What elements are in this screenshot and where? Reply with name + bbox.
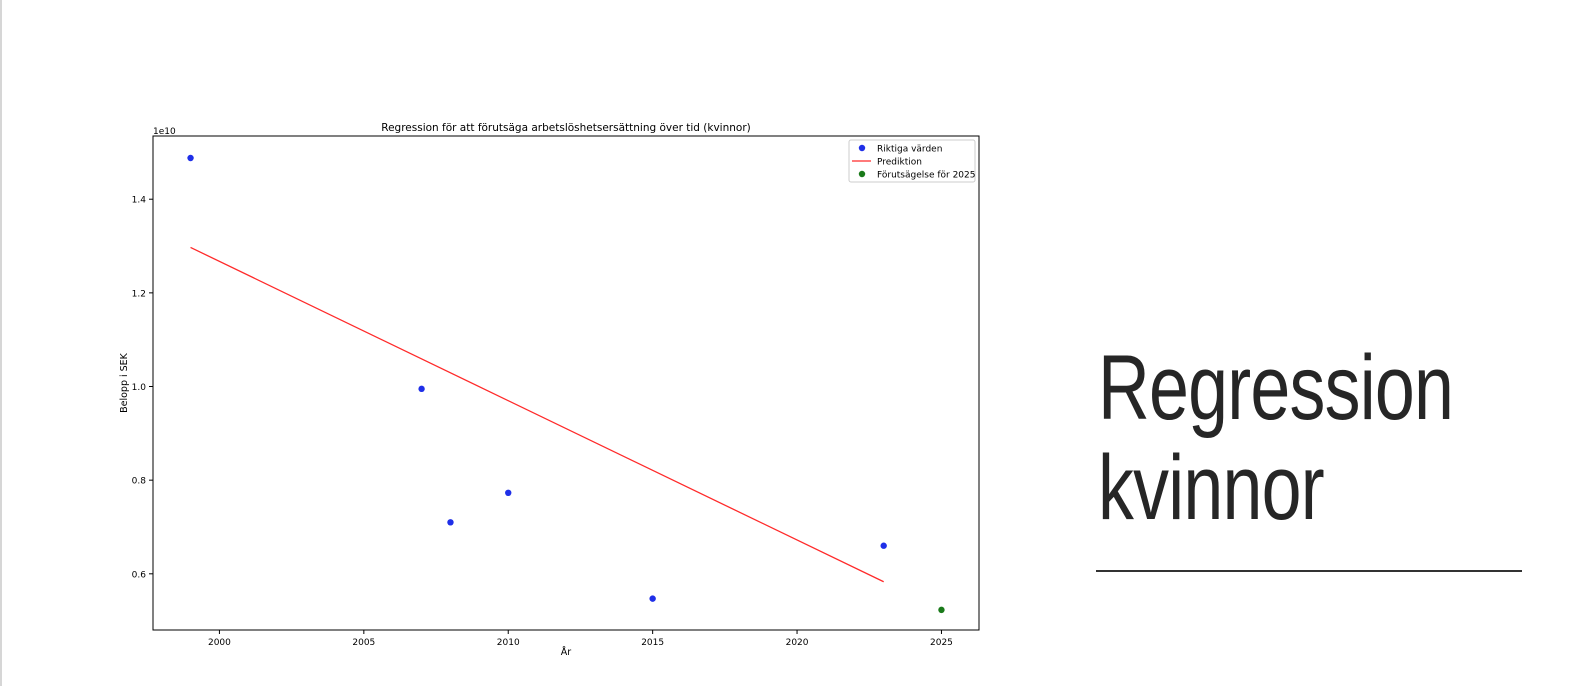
slide-title-line2: kvinnor bbox=[1098, 437, 1325, 539]
slide-title: Regression kvinnor bbox=[1098, 337, 1454, 539]
chart-title: Regression för att förutsäga arbetslöshe… bbox=[381, 122, 750, 134]
y-tick-label: 1.2 bbox=[132, 289, 146, 299]
forecast-2025-point bbox=[938, 606, 945, 614]
legend-label: Prediktion bbox=[877, 158, 922, 168]
x-tick-label: 2025 bbox=[930, 638, 953, 648]
legend-label: Förutsägelse för 2025 bbox=[877, 171, 975, 181]
y-axis-label: Belopp i SEK bbox=[119, 352, 130, 413]
y-tick-label: 0.6 bbox=[132, 570, 147, 580]
plot-frame bbox=[152, 135, 980, 631]
actual-value-point bbox=[418, 385, 425, 393]
legend-marker-swatch bbox=[858, 144, 866, 152]
legend-box bbox=[848, 139, 976, 183]
x-axis-label: År bbox=[561, 646, 571, 658]
chart-legend: Riktiga värden Prediktion Förutsägelse för… bbox=[848, 139, 976, 183]
x-tick-label: 2000 bbox=[208, 638, 231, 648]
legend-marker-swatch bbox=[858, 170, 866, 178]
y-tick-label: 0.8 bbox=[132, 477, 147, 487]
y-offset-label: 1e10 bbox=[153, 127, 176, 137]
actual-value-point bbox=[649, 595, 656, 602]
actual-value-point bbox=[447, 519, 454, 526]
x-tick-label: 2020 bbox=[786, 638, 809, 648]
actual-value-point bbox=[187, 154, 194, 162]
slide-left-edge bbox=[0, 0, 2, 686]
x-tick-label: 2010 bbox=[497, 638, 520, 648]
y-tick-label: 1.4 bbox=[132, 196, 147, 206]
actual-value-point bbox=[505, 489, 512, 497]
x-tick-label: 2005 bbox=[352, 638, 375, 648]
x-tick-label: 2015 bbox=[641, 638, 664, 648]
legend-label: Riktiga värden bbox=[877, 145, 942, 155]
actual-value-point bbox=[880, 542, 887, 549]
slide-title-line1: Regression bbox=[1098, 337, 1454, 439]
y-tick-label: 1.0 bbox=[132, 383, 147, 393]
title-underline bbox=[1096, 570, 1522, 572]
prediction-line bbox=[190, 246, 884, 583]
